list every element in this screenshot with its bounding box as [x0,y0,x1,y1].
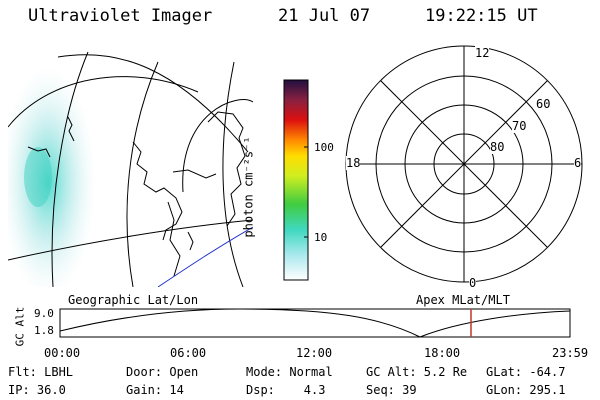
geographic-title: Geographic Lat/Lon [68,293,199,307]
polar-axis-diagonal [380,80,548,248]
meridian-line [51,51,89,287]
apex-title: Apex MLat/MLT [416,293,510,307]
time-label: 19:22:15 UT [425,6,538,26]
date-label: 21 Jul 07 [278,6,371,26]
polar-plot [345,45,583,283]
meridian-line [222,61,244,287]
altitude-timeline [59,308,571,338]
time-tick-1200: 12:00 [296,346,333,360]
info-gc-alt: GC Alt: 5.2 Re [366,365,468,379]
info-gain: Gain: 14 [126,383,184,397]
coastline [187,231,194,251]
mlat-label-80: 80 [490,140,505,154]
mlt-label-6: 6 [574,156,582,170]
info-mode: Mode: Normal [246,365,333,379]
coastline [27,146,51,158]
altitude-tick-1.8: 1.8 [34,324,54,337]
altitude-axis-title: GC Alt [13,306,27,347]
meridian-line [126,61,159,287]
altitude-tick-9: 9.0 [34,307,54,320]
mlat-label-70: 70 [512,119,527,133]
info-door: Door: Open [126,365,199,379]
coastline [207,111,246,227]
info-seq: Seq: 39 [366,383,417,397]
time-tick-0600: 06:00 [170,346,207,360]
info-glon: GLon: 295.1 [486,383,566,397]
color-scale-bar [283,79,309,281]
time-tick-1800: 18:00 [424,346,461,360]
mlt-label-0: 0 [469,276,477,290]
latitude-arc [8,76,199,128]
mlat-label-60: 60 [536,97,551,111]
altitude-curve [59,308,571,338]
instrument-title: Ultraviolet Imager [28,6,213,26]
geographic-map [8,51,253,287]
coastline [67,116,75,142]
mlt-label-12: 12 [475,46,490,60]
time-tick-2359: 23:59 [552,346,589,360]
info-ip: IP: 36.0 [8,383,66,397]
info-filter: Flt: LBHL [8,365,74,379]
info-dsp: Dsp: 4.3 [246,383,326,397]
coastline [172,169,217,179]
colorbar-tick-label-100: 100 [314,141,334,154]
outer-circle [182,99,253,193]
info-glat: GLat: -64.7 [486,365,566,379]
aurora-core [24,147,52,207]
colorbar-tick-label-10: 10 [314,231,328,244]
latitude-arc [57,54,249,153]
coastline [167,201,181,277]
time-tick-0000: 00:00 [44,346,81,360]
timeline-frame [59,308,571,338]
latitude-arc [8,219,253,261]
dawn-terminator [157,226,253,287]
colorbar-unit-label: photon cm⁻²s⁻¹ [241,136,256,238]
mlt-label-18: 18 [346,156,361,170]
coastline [132,141,183,241]
